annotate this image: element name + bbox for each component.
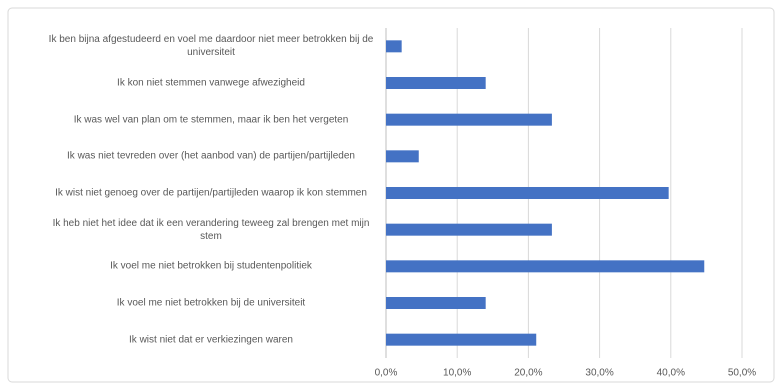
y-tick-label: Ik was niet tevreden over (het aanbod va… xyxy=(67,150,355,162)
y-tick-label: Ik wist niet dat er verkiezingen waren xyxy=(129,334,293,346)
x-tick-label: 30,0% xyxy=(585,368,613,379)
bar xyxy=(386,113,552,126)
bar xyxy=(386,333,537,346)
bar xyxy=(386,150,419,163)
bar xyxy=(386,223,552,236)
y-tick-label: Ik heb niet het idee dat ik een verander… xyxy=(52,217,370,242)
y-tick-label: Ik wist niet genoeg over de partijen/par… xyxy=(55,187,367,199)
x-tick-label: 40,0% xyxy=(657,368,685,379)
bar xyxy=(386,40,402,53)
x-tick-label: 50,0% xyxy=(728,368,756,379)
y-tick-label: Ik voel me niet betrokken bij studentenp… xyxy=(110,260,312,272)
x-tick-label: 10,0% xyxy=(443,368,471,379)
y-tick-label: Ik ben bijna afgestudeerd en voel me daa… xyxy=(48,34,374,59)
x-tick-label: 20,0% xyxy=(514,368,542,379)
x-tick-label: 0,0% xyxy=(375,368,398,379)
y-tick-label: Ik kon niet stemmen vanwege afwezigheid xyxy=(117,77,305,89)
y-tick-label: Ik voel me niet betrokken bij de univers… xyxy=(116,297,306,309)
bar xyxy=(386,187,669,199)
bar xyxy=(386,77,486,89)
bar xyxy=(386,297,486,309)
y-tick-label: Ik was wel van plan om te stemmen, maar … xyxy=(73,114,349,126)
bar xyxy=(386,260,705,273)
